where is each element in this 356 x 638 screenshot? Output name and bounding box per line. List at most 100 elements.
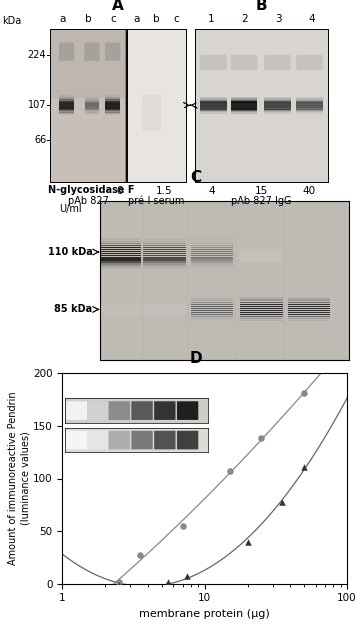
Bar bbox=[59, 100, 74, 101]
Bar bbox=[105, 100, 120, 101]
Bar bbox=[143, 304, 186, 305]
Bar bbox=[288, 299, 330, 301]
Bar bbox=[288, 316, 330, 317]
Bar bbox=[241, 316, 283, 317]
Bar bbox=[241, 244, 283, 246]
Bar bbox=[59, 108, 74, 110]
Bar bbox=[191, 251, 233, 253]
Bar bbox=[98, 259, 141, 260]
FancyBboxPatch shape bbox=[142, 94, 161, 131]
Bar bbox=[98, 251, 141, 253]
Bar bbox=[200, 101, 227, 103]
Bar bbox=[59, 114, 74, 115]
Bar bbox=[105, 102, 120, 103]
Bar bbox=[241, 267, 283, 269]
Text: b: b bbox=[153, 13, 160, 24]
Bar bbox=[264, 107, 291, 108]
Bar bbox=[191, 249, 233, 250]
Text: 1.5: 1.5 bbox=[156, 186, 173, 196]
Bar bbox=[231, 98, 257, 100]
Bar bbox=[143, 259, 186, 260]
Bar bbox=[191, 244, 233, 246]
Bar bbox=[191, 257, 233, 258]
Bar bbox=[288, 304, 330, 305]
Bar bbox=[191, 306, 233, 307]
Bar bbox=[288, 312, 330, 313]
Text: a: a bbox=[59, 13, 66, 24]
Bar bbox=[98, 255, 141, 256]
Point bbox=[137, 550, 143, 560]
Bar bbox=[191, 318, 233, 320]
Bar bbox=[143, 263, 186, 265]
Bar bbox=[200, 109, 227, 111]
Bar bbox=[59, 95, 74, 97]
Bar bbox=[143, 261, 186, 263]
Bar bbox=[98, 241, 141, 242]
Bar bbox=[85, 108, 99, 110]
Bar bbox=[241, 253, 283, 255]
Bar bbox=[143, 306, 186, 307]
Text: 40: 40 bbox=[303, 186, 315, 196]
Bar bbox=[296, 98, 323, 100]
Bar bbox=[105, 107, 120, 108]
FancyBboxPatch shape bbox=[264, 55, 291, 70]
Bar bbox=[59, 107, 74, 108]
Bar bbox=[98, 244, 141, 246]
Bar bbox=[143, 309, 186, 311]
Bar bbox=[241, 247, 283, 248]
Bar bbox=[288, 306, 330, 307]
Bar bbox=[143, 302, 186, 303]
Bar bbox=[98, 249, 141, 250]
Bar bbox=[288, 297, 330, 299]
Point bbox=[116, 577, 122, 587]
Bar bbox=[59, 98, 74, 100]
Bar bbox=[241, 261, 283, 263]
Bar bbox=[59, 103, 74, 105]
Bar bbox=[241, 304, 283, 305]
Bar bbox=[143, 242, 186, 244]
Bar bbox=[264, 105, 291, 107]
Bar bbox=[264, 98, 291, 100]
Point bbox=[180, 521, 185, 531]
Bar bbox=[143, 320, 186, 322]
Bar bbox=[98, 306, 141, 307]
Bar bbox=[241, 320, 283, 322]
Bar bbox=[288, 302, 330, 303]
Text: c: c bbox=[173, 13, 179, 24]
Bar bbox=[98, 316, 141, 317]
Text: pAb 827: pAb 827 bbox=[68, 196, 109, 206]
Bar bbox=[143, 239, 186, 240]
Bar bbox=[191, 304, 233, 305]
Bar bbox=[200, 112, 227, 114]
Bar bbox=[59, 105, 74, 106]
Bar bbox=[241, 257, 283, 258]
Bar bbox=[98, 314, 141, 315]
Bar bbox=[296, 97, 323, 98]
Bar bbox=[191, 314, 233, 315]
Bar bbox=[143, 308, 186, 309]
Bar bbox=[191, 259, 233, 260]
Bar bbox=[85, 110, 99, 111]
Bar bbox=[296, 100, 323, 101]
Text: c: c bbox=[111, 13, 116, 24]
Point bbox=[165, 577, 171, 587]
Bar bbox=[85, 105, 99, 106]
Text: 85 kDa: 85 kDa bbox=[54, 304, 93, 315]
Bar bbox=[105, 101, 120, 102]
Bar bbox=[143, 318, 186, 320]
Bar bbox=[200, 100, 227, 101]
Bar bbox=[50, 29, 126, 98]
Point bbox=[227, 466, 232, 476]
Point bbox=[302, 462, 307, 472]
Bar bbox=[143, 253, 186, 255]
Bar bbox=[288, 309, 330, 311]
Bar bbox=[264, 111, 291, 112]
Bar bbox=[143, 316, 186, 317]
Bar bbox=[98, 308, 141, 309]
Bar bbox=[85, 111, 99, 112]
Bar bbox=[241, 297, 283, 299]
Bar bbox=[98, 267, 141, 269]
Bar bbox=[288, 308, 330, 309]
Bar bbox=[98, 263, 141, 265]
Bar bbox=[191, 308, 233, 309]
